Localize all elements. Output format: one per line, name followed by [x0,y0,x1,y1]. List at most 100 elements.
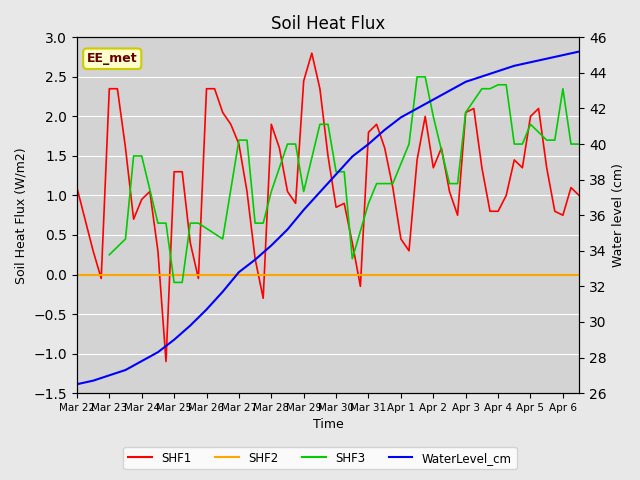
WaterLevel_cm [300,207,308,213]
WaterLevel_cm [445,88,453,94]
SHF3 [527,121,534,127]
SHF3 [138,153,145,159]
WaterLevel_cm [154,349,162,355]
Line: WaterLevel_cm: WaterLevel_cm [77,51,579,384]
SHF3 [348,256,356,262]
SHF3 [259,220,267,226]
WaterLevel_cm [511,63,518,69]
SHF1 [421,113,429,119]
SHF3 [462,109,470,115]
SHF3 [252,220,259,226]
SHF3 [292,141,300,147]
WaterLevel_cm [122,367,129,373]
WaterLevel_cm [235,269,243,275]
SHF1 [583,181,591,187]
SHF1 [340,201,348,206]
Title: Soil Heat Flux: Soil Heat Flux [271,15,385,33]
SHF3 [543,137,550,143]
WaterLevel_cm [252,257,259,263]
SHF3 [219,236,227,242]
SHF3 [284,141,291,147]
SHF3 [413,74,421,80]
Line: SHF3: SHF3 [109,77,579,282]
X-axis label: Time: Time [312,419,344,432]
SHF3 [575,141,583,147]
WaterLevel_cm [381,127,388,132]
WaterLevel_cm [397,115,404,120]
SHF3 [195,220,202,226]
WaterLevel_cm [89,378,97,384]
SHF3 [186,220,194,226]
WaterLevel_cm [494,68,502,74]
SHF3 [445,181,453,187]
WaterLevel_cm [73,381,81,387]
SHF3 [389,181,397,187]
WaterLevel_cm [575,48,583,54]
SHF3 [300,189,308,194]
SHF3 [494,82,502,88]
SHF3 [106,252,113,258]
WaterLevel_cm [284,227,291,232]
WaterLevel_cm [332,171,340,177]
SHF3 [340,169,348,175]
SHF3 [486,86,494,92]
Line: SHF1: SHF1 [77,53,587,361]
SHF3 [332,169,340,175]
SHF3 [243,137,251,143]
SHF3 [405,141,413,147]
SHF1 [413,157,421,163]
WaterLevel_cm [559,52,567,58]
SHF3 [454,181,461,187]
SHF3 [559,86,567,92]
WaterLevel_cm [478,73,486,79]
WaterLevel_cm [413,106,421,111]
WaterLevel_cm [527,60,534,65]
WaterLevel_cm [186,323,194,328]
SHF3 [170,279,178,285]
SHF1 [308,50,316,56]
SHF1 [162,359,170,364]
SHF3 [502,82,510,88]
SHF3 [162,220,170,226]
SHF3 [324,121,332,127]
Text: EE_met: EE_met [87,52,138,65]
SHF3 [130,153,138,159]
SHF3 [478,86,486,92]
SHF3 [567,141,575,147]
WaterLevel_cm [365,141,372,147]
SHF3 [429,113,437,119]
SHF3 [551,137,559,143]
Y-axis label: Soil Heat Flux (W/m2): Soil Heat Flux (W/m2) [15,147,28,284]
WaterLevel_cm [543,56,550,61]
WaterLevel_cm [429,96,437,102]
SHF3 [179,279,186,285]
WaterLevel_cm [268,242,275,248]
SHF2 [73,272,81,277]
WaterLevel_cm [219,289,227,295]
SHF3 [365,201,372,206]
Y-axis label: Water level (cm): Water level (cm) [612,163,625,267]
SHF3 [511,141,518,147]
Legend: SHF1, SHF2, SHF3, WaterLevel_cm: SHF1, SHF2, SHF3, WaterLevel_cm [124,447,516,469]
WaterLevel_cm [203,307,211,312]
SHF3 [268,189,275,194]
WaterLevel_cm [462,79,470,84]
WaterLevel_cm [348,154,356,159]
WaterLevel_cm [170,337,178,343]
SHF3 [518,141,526,147]
SHF3 [316,121,324,127]
SHF3 [154,220,162,226]
SHF1 [138,196,145,202]
SHF3 [235,137,243,143]
SHF3 [372,181,380,187]
SHF3 [381,181,388,187]
WaterLevel_cm [106,372,113,378]
WaterLevel_cm [316,189,324,195]
SHF1 [292,201,300,206]
SHF2 [106,272,113,277]
SHF3 [421,74,429,80]
SHF1 [372,121,380,127]
WaterLevel_cm [138,358,145,364]
SHF1 [73,185,81,191]
SHF3 [122,236,129,242]
